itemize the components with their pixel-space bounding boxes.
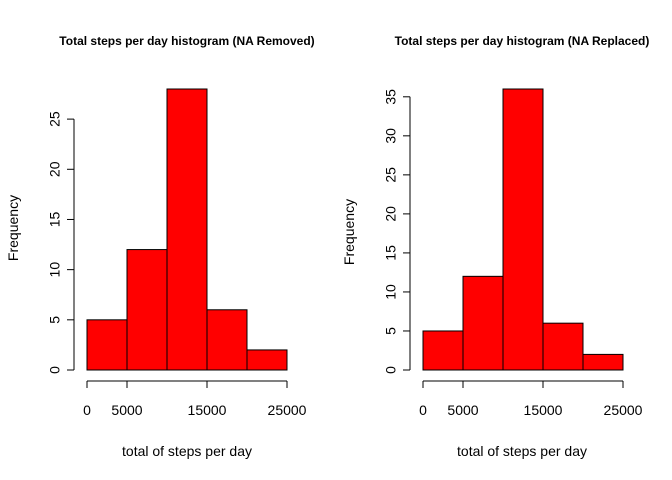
histogram-bar bbox=[126, 249, 168, 371]
y-tick-label: 15 bbox=[47, 211, 63, 227]
x-tick-label: 5000 bbox=[111, 402, 142, 418]
histogram-bar bbox=[502, 88, 544, 371]
x-axis-label: total of steps per day bbox=[457, 443, 587, 459]
y-axis: 0 5 10 15 20 25 30 35 bbox=[383, 89, 411, 374]
y-tick-label: 30 bbox=[383, 128, 399, 144]
x-tick-label: 25000 bbox=[268, 402, 307, 418]
y-tick-label: 5 bbox=[47, 316, 63, 324]
histogram-bar bbox=[542, 322, 584, 371]
histogram-bar bbox=[462, 275, 504, 371]
y-tick-label: 5 bbox=[383, 327, 399, 335]
x-tick-label: 5000 bbox=[447, 402, 478, 418]
x-axis: 0 5000 15000 25000 bbox=[419, 380, 643, 418]
y-axis-label: Frequency bbox=[341, 199, 357, 265]
x-axis: 0 5000 15000 25000 bbox=[83, 380, 307, 418]
y-tick-label: 35 bbox=[383, 89, 399, 105]
x-axis-label: total of steps per day bbox=[122, 443, 252, 459]
histogram-bar bbox=[246, 349, 288, 371]
y-tick-label: 25 bbox=[47, 111, 63, 127]
histogram-bar bbox=[166, 88, 208, 371]
histogram-bar bbox=[582, 353, 624, 371]
y-axis: 0 5 10 15 20 25 bbox=[47, 111, 75, 374]
x-tick-label: 25000 bbox=[604, 402, 643, 418]
x-tick-label: 0 bbox=[419, 402, 427, 418]
chart-title: Total steps per day histogram (NA Remove… bbox=[59, 34, 314, 48]
x-tick-label: 0 bbox=[83, 402, 91, 418]
bar-group bbox=[86, 88, 288, 371]
y-tick-label: 0 bbox=[383, 366, 399, 374]
histogram-right: Total steps per day histogram (NA Replac… bbox=[341, 34, 649, 459]
histogram-bar bbox=[86, 319, 128, 371]
y-tick-label: 25 bbox=[383, 167, 399, 183]
x-tick-label: 15000 bbox=[188, 402, 227, 418]
histogram-bar bbox=[206, 309, 248, 371]
y-tick-label: 0 bbox=[47, 366, 63, 374]
y-tick-label: 20 bbox=[47, 161, 63, 177]
histogram-left: Total steps per day histogram (NA Remove… bbox=[5, 34, 315, 459]
y-tick-label: 20 bbox=[383, 206, 399, 222]
bar-group bbox=[422, 88, 624, 371]
y-axis-label: Frequency bbox=[5, 195, 21, 261]
x-tick-label: 15000 bbox=[524, 402, 563, 418]
chart-title: Total steps per day histogram (NA Replac… bbox=[395, 34, 650, 48]
y-tick-label: 10 bbox=[47, 262, 63, 278]
y-tick-label: 15 bbox=[383, 245, 399, 261]
y-tick-label: 10 bbox=[383, 284, 399, 300]
histogram-bar bbox=[422, 330, 464, 371]
